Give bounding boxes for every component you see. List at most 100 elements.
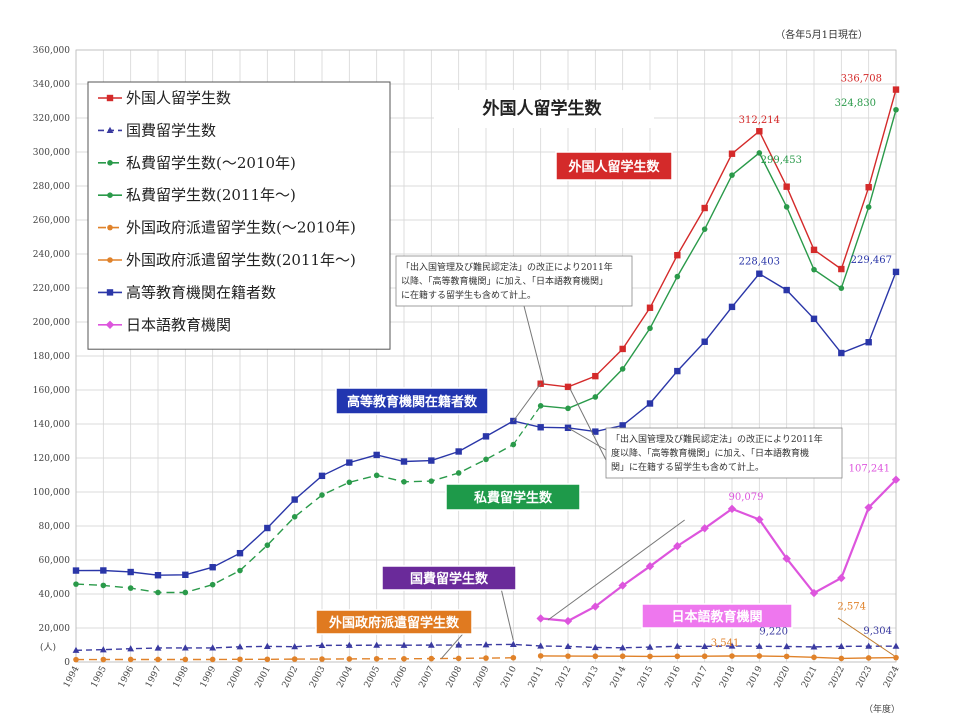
data-point-higher [127, 568, 134, 576]
data-point-foreign_old [155, 656, 161, 663]
data-point-higher [264, 524, 271, 532]
title-area: 外国人留学生数 [434, 90, 654, 128]
x-tick-label: 2013 [581, 664, 601, 689]
data-point-japanese [727, 504, 737, 514]
y-tick-label: 260,000 [33, 216, 70, 226]
data-point-govt [509, 640, 517, 648]
annotation-text: に在籍する留学生も含めて計上。 [401, 289, 536, 301]
data-point-foreign_old [182, 656, 189, 663]
legend-box [87, 81, 391, 350]
data-point-govt [236, 643, 244, 650]
x-tick-label: 2024 [882, 664, 902, 689]
data-point-private_new [783, 204, 790, 210]
series-line-total [540, 89, 897, 388]
data-point-higher [400, 458, 408, 465]
x-tick-label: 1996 [117, 664, 137, 689]
x-tick-label: 2016 [663, 664, 683, 689]
data-point-private_new [592, 394, 599, 400]
x-tick-label: 2002 [281, 665, 301, 690]
data-point-higher [455, 448, 462, 455]
series-tag-total: 外国人留学生数 [567, 159, 660, 175]
y-axis-ticks: 0 20,000 40,000 60,000 80,000 100,000 120,000 1… [33, 46, 70, 668]
data-point-total [756, 128, 763, 135]
data-point-private_old [455, 470, 462, 476]
y-tick-label: 120,000 [33, 454, 70, 464]
data-point-private_new [729, 172, 735, 178]
data-point-govt [591, 643, 599, 651]
data-label-total-2019: 312,214 [739, 115, 780, 126]
data-point-japanese [864, 503, 873, 512]
plot-frame [75, 49, 897, 663]
y-tick-label: 280,000 [33, 182, 70, 192]
data-point-foreign_old [237, 656, 243, 663]
data-point-govt [482, 641, 490, 648]
x-tick-label: 2004 [335, 664, 355, 689]
data-point-foreign_new [783, 653, 790, 660]
x-tick-label: 2018 [718, 664, 738, 689]
data-point-higher [236, 549, 244, 557]
annotation-pointer [547, 519, 685, 621]
data-point-govt [318, 641, 326, 649]
data-point-higher [72, 567, 80, 574]
y-tick-label: 20,000 [39, 624, 71, 634]
y-tick-label: 360,000 [33, 46, 70, 56]
data-label-govt-2024: 9,304 [863, 626, 892, 637]
data-point-govt [810, 643, 818, 650]
data-point-total [592, 372, 599, 380]
data-point-foreign_old [209, 656, 216, 663]
x-tick-label: 2001 [253, 665, 273, 690]
data-point-foreign_old [264, 656, 271, 663]
data-point-higher [646, 400, 654, 407]
break-connector [512, 383, 542, 422]
data-point-private_old [346, 479, 353, 486]
data-point-higher [838, 349, 845, 357]
legend-label-total: 外国人留学生数 [126, 89, 231, 107]
annotation-pointer [523, 305, 545, 385]
annotation-pointer [499, 583, 514, 641]
annotation-pointer [569, 388, 607, 461]
data-point-japanese [618, 581, 627, 590]
annotations: 「出入国管理及び難民認定法」の改正により2011年以降、「高等教育機関」に加え、… [395, 255, 895, 659]
data-point-foreign_new [756, 653, 763, 659]
data-point-private_new [647, 325, 653, 332]
x-tick-label: 1997 [144, 664, 164, 689]
y-tick-label: 200,000 [33, 318, 70, 328]
legend-label-govt: 国費留学生数 [126, 121, 216, 139]
annotation-pointer [567, 427, 607, 451]
data-point-private_old [428, 478, 435, 484]
x-axis-label: （年度） [864, 703, 900, 715]
data-point-private_old [127, 585, 134, 591]
data-point-govt [99, 646, 107, 653]
data-point-japanese [645, 562, 655, 571]
data-point-japanese [755, 515, 764, 524]
data-label-higher-2019: 228,403 [739, 257, 780, 268]
series-tag-bg-govt [381, 565, 517, 591]
x-tick-label: 2020 [773, 664, 793, 689]
data-point-japanese [891, 475, 901, 484]
annotation-text: 関」に在籍する留学生も含めて計上。 [611, 461, 764, 473]
x-tick-label: 2022 [827, 665, 847, 690]
data-label-higher-2024: 229,467 [851, 255, 892, 266]
data-point-govt [865, 642, 873, 649]
data-point-higher [346, 459, 353, 466]
data-point-foreign_new [811, 654, 817, 661]
data-point-foreign_old [319, 656, 325, 662]
data-point-higher [100, 567, 107, 574]
series-govt [72, 640, 900, 653]
series-tag-bg-private_new [445, 483, 581, 511]
x-tick-label: 2003 [308, 664, 328, 689]
data-point-higher [728, 303, 736, 311]
data-point-total [892, 86, 900, 93]
x-tick-label: 2007 [417, 664, 437, 689]
x-tick-label: 2019 [745, 664, 765, 689]
data-point-foreign_old [483, 655, 489, 661]
data-point-private_new [619, 366, 626, 372]
data-point-foreign_old [346, 656, 353, 662]
data-point-govt [427, 641, 435, 648]
data-point-higher [810, 315, 818, 323]
data-point-foreign_new [701, 653, 708, 660]
y-tick-label: 340,000 [33, 80, 70, 90]
data-point-higher [291, 496, 298, 503]
